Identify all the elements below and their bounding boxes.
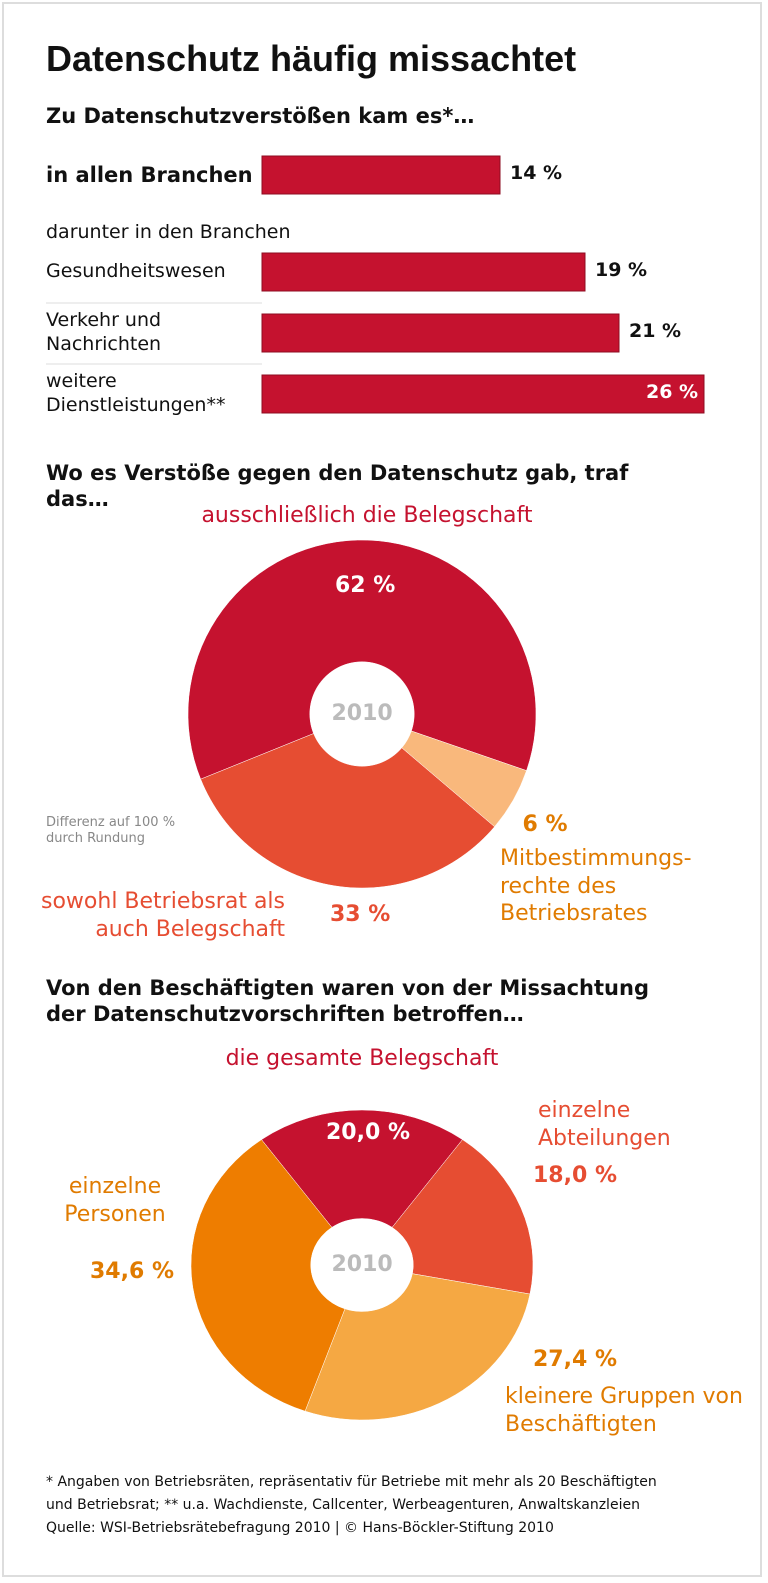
center-label: 2010 bbox=[331, 701, 393, 726]
bar bbox=[261, 374, 705, 414]
footer-line: * Angaben von Betriebsräten, repräsentat… bbox=[46, 1474, 657, 1490]
value-label: 21 % bbox=[629, 320, 682, 342]
value-label: 62 % bbox=[335, 573, 396, 598]
value-label: 19 % bbox=[595, 259, 648, 281]
donut-slice bbox=[304, 1273, 531, 1421]
value-label: 33 % bbox=[330, 902, 391, 927]
category-label: sowohl Betriebsrat als auch Belegschaft bbox=[41, 889, 285, 942]
note: Differenz auf 100 % durch Rundung bbox=[46, 815, 176, 847]
chart-title: Zu Datenschutzverstößen kam es*… bbox=[46, 104, 475, 128]
bar bbox=[261, 252, 586, 292]
category-label: einzelne Abteilungen bbox=[538, 1098, 671, 1151]
footer-line: und Betriebsrat; ** u.a. Wachdienste, Ca… bbox=[46, 1497, 640, 1513]
center-label: 2010 bbox=[331, 1252, 393, 1277]
donut-slice bbox=[261, 1109, 463, 1228]
category-label: Gesundheitswesen bbox=[46, 260, 226, 282]
donut-slice bbox=[200, 733, 495, 889]
main-title: Datenschutz häufig missachtet bbox=[46, 38, 577, 79]
chart-title: Wo es Verstöße gegen den Datenschutz gab… bbox=[46, 461, 629, 512]
subtitle: darunter in den Branchen bbox=[46, 221, 291, 243]
category-label: die gesamte Belegschaft bbox=[225, 1046, 499, 1071]
value-label: 20,0 % bbox=[326, 1120, 410, 1145]
footer-line: Quelle: WSI-Betriebsrätebefragung 2010 |… bbox=[46, 1520, 554, 1536]
donut-slice bbox=[187, 539, 537, 780]
bar bbox=[261, 155, 501, 195]
value-label: 34,6 % bbox=[90, 1259, 174, 1284]
category-label: einzelne Personen bbox=[64, 1174, 166, 1227]
value-label: 14 % bbox=[510, 162, 563, 184]
category-label: weitere Dienstleistungen** bbox=[46, 370, 226, 416]
category-label: ausschließlich die Belegschaft bbox=[201, 503, 533, 528]
category-label: Verkehr und Nachrichten bbox=[46, 309, 162, 355]
category-label: kleinere Gruppen von Beschäftigten bbox=[505, 1384, 743, 1437]
donut-slice bbox=[391, 1139, 534, 1295]
category-label: Mitbestimmungs- rechte des Betriebsrates bbox=[500, 846, 692, 926]
category-label: in allen Branchen bbox=[46, 163, 253, 187]
chart-title: Von den Beschäftigten waren von der Miss… bbox=[46, 976, 649, 1027]
donut-slice bbox=[190, 1139, 346, 1412]
bar bbox=[261, 313, 620, 353]
value-label: 6 % bbox=[522, 812, 568, 837]
value-label: 26 % bbox=[646, 381, 699, 403]
value-label: 27,4 % bbox=[533, 1347, 617, 1372]
value-label: 18,0 % bbox=[533, 1163, 617, 1188]
